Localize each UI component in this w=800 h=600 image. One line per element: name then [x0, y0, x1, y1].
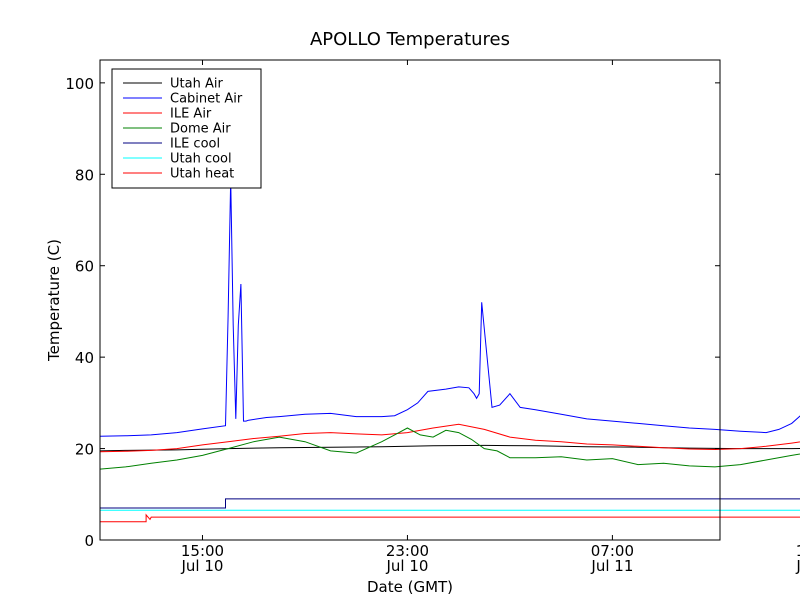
x-tick-date-label: Jul 11 — [590, 557, 633, 575]
series-line-ile-cool — [100, 498, 800, 509]
series-layer — [99, 178, 800, 523]
y-tick-label: 100 — [65, 75, 94, 93]
y-tick-label: 0 — [84, 532, 94, 550]
chart-title: APOLLO Temperatures — [310, 29, 510, 50]
y-tick-label: 20 — [75, 441, 94, 459]
series-line-utah-air — [99, 444, 800, 452]
series-line-dome-air — [99, 427, 800, 470]
series-line-utah-cool — [100, 509, 800, 511]
x-tick-time-label: 15:00 — [796, 542, 800, 560]
y-tick-label: 40 — [75, 349, 94, 367]
x-tick-date-label: Jul 10 — [385, 557, 428, 575]
series-line-ile-air — [99, 423, 800, 453]
legend-entry-label: Dome Air — [170, 122, 231, 137]
x-tick-time-label: 07:00 — [591, 542, 634, 560]
x-tick-time-label: 23:00 — [386, 542, 429, 560]
x-tick-date-label: Jul 11 — [795, 557, 800, 575]
series-line-utah-heat — [100, 513, 800, 523]
legend-entry-label: ILE Air — [170, 107, 212, 122]
y-tick-label: 80 — [75, 166, 94, 184]
legend-entry-label: Utah heat — [170, 167, 234, 182]
series-line-cabinet-air — [99, 178, 800, 437]
legend-entry-label: Utah Air — [170, 77, 223, 92]
y-tick-label: 60 — [75, 258, 94, 276]
legend-entry-label: Utah cool — [170, 152, 232, 167]
plot-frame — [99, 59, 721, 541]
legend-entry-label: ILE cool — [170, 137, 220, 152]
x-tick-date-label: Jul 10 — [181, 557, 224, 575]
x-axis-label: Date (GMT) — [367, 578, 453, 596]
legend-entry-label: Cabinet Air — [170, 92, 243, 107]
y-axis-label: Temperature (C) — [45, 239, 63, 362]
x-tick-time-label: 15:00 — [181, 542, 224, 560]
